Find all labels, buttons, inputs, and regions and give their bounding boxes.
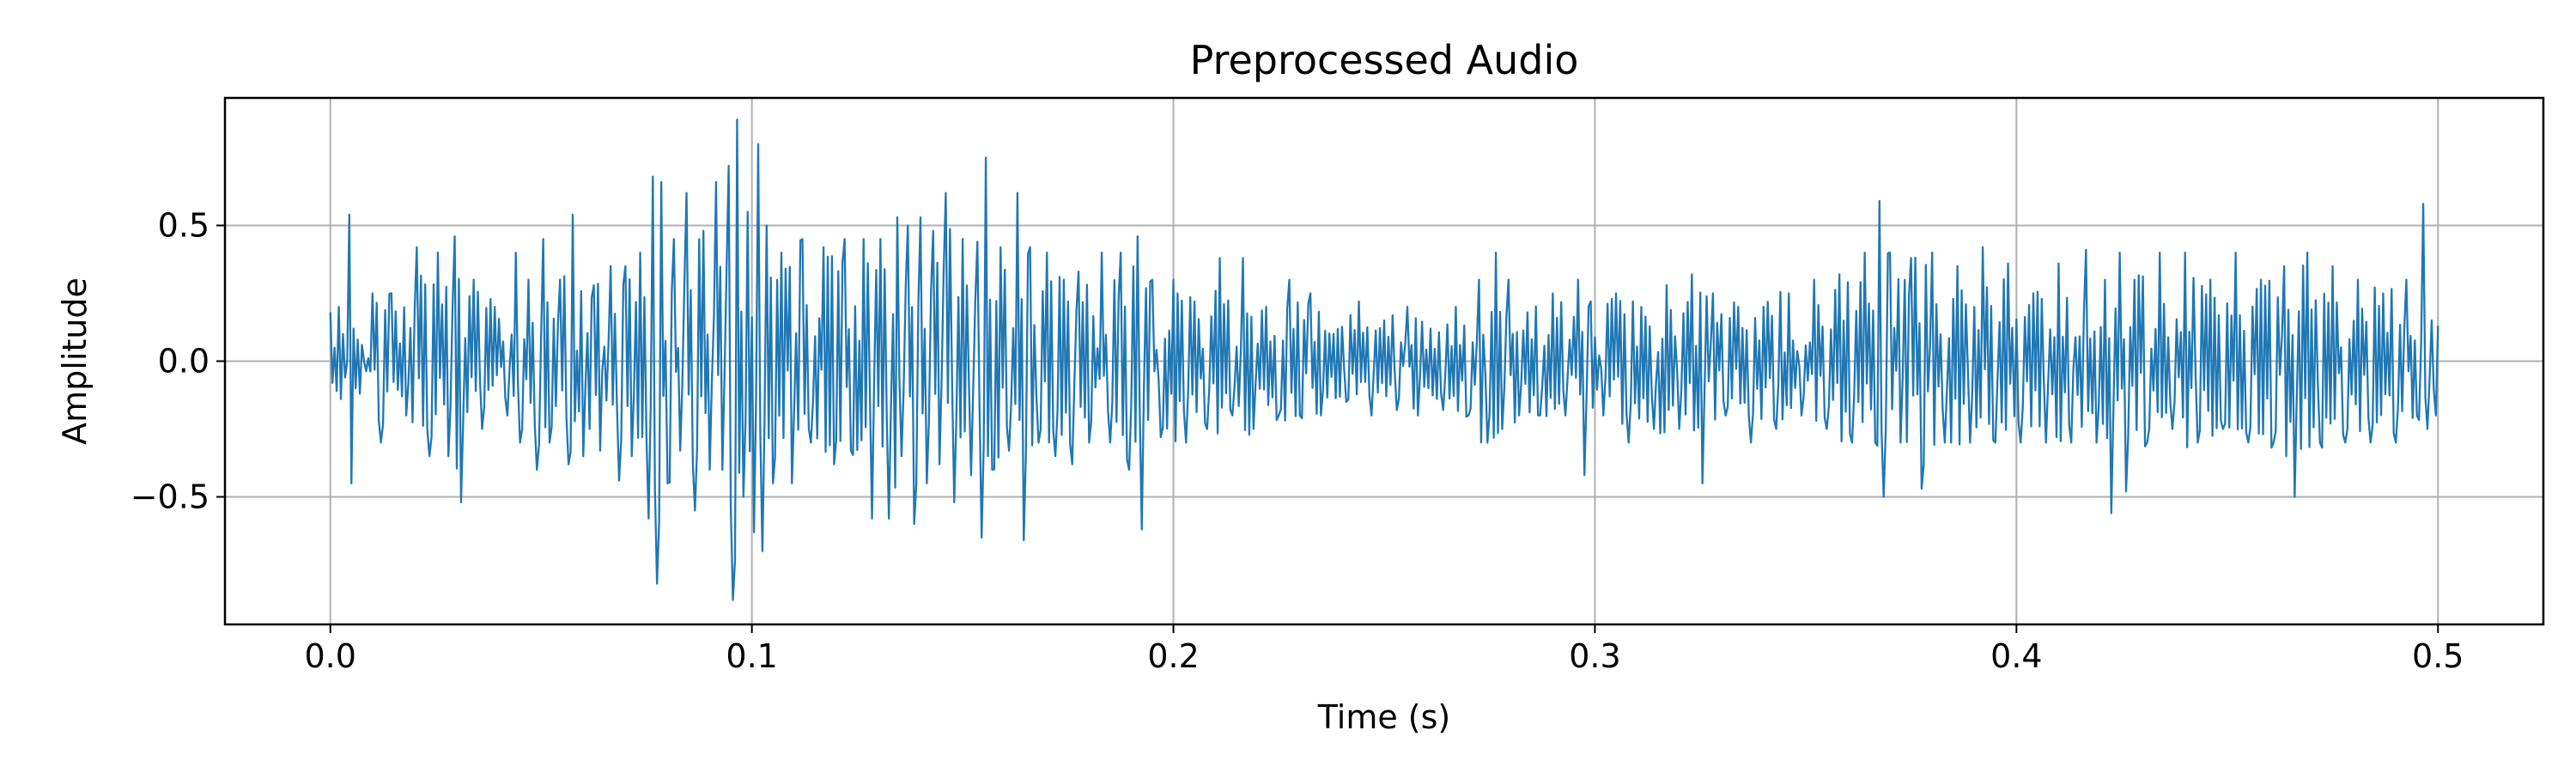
- y-axis-title: Amplitude: [56, 277, 94, 445]
- axis-ticks: 0.0 0.1 0.2 0.3 0.4 0.5 −0.5 0.0 0.5: [131, 207, 2464, 675]
- x-tick-label: 0.1: [726, 637, 777, 675]
- x-tick-label: 0.0: [305, 637, 356, 675]
- y-tick-label: −0.5: [131, 478, 210, 515]
- waveform-line: [329, 119, 2439, 601]
- y-tick-label: 0.5: [158, 207, 210, 245]
- x-tick-label: 0.3: [1569, 637, 1620, 675]
- x-tick-label: 0.2: [1147, 637, 1199, 675]
- x-axis-title: Time (s): [1317, 698, 1451, 736]
- x-tick-label: 0.4: [1990, 637, 2042, 675]
- y-tick-label: 0.0: [158, 343, 210, 380]
- series-layer: [329, 119, 2439, 601]
- x-tick-label: 0.5: [2412, 637, 2464, 675]
- chart-title: Preprocessed Audio: [1190, 37, 1579, 83]
